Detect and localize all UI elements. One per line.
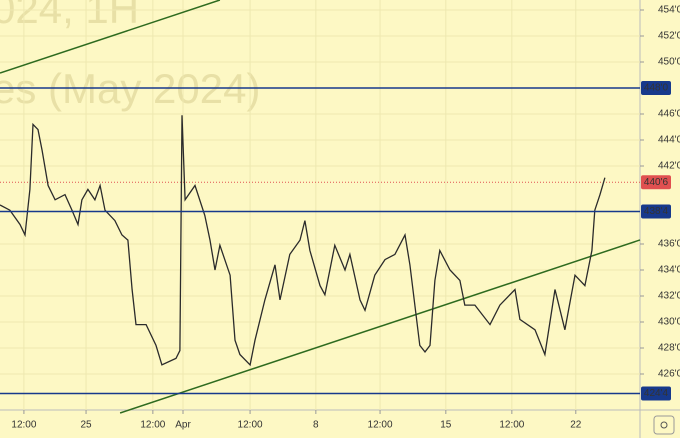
x-tick-label: 12:00 <box>499 420 524 431</box>
level-tag <box>641 81 671 96</box>
level-tag <box>641 386 671 401</box>
y-tick-label: 454'0 <box>658 5 680 16</box>
price-line <box>0 115 606 367</box>
y-tick-label: 444'0 <box>658 135 680 146</box>
current-price-tag <box>641 175 671 190</box>
settings-frame[interactable] <box>653 415 675 435</box>
y-tick-label: 430'0 <box>658 317 680 328</box>
current-price-label: 440'6 <box>644 177 669 188</box>
y-tick-label: 436'0 <box>658 239 680 250</box>
x-tick-label: 12:00 <box>238 420 263 431</box>
y-tick-label: 428'0 <box>658 343 680 354</box>
level-label: 438'4 <box>644 206 669 217</box>
x-tick-label: 12:00 <box>140 420 165 431</box>
x-tick-label: 22 <box>570 420 582 431</box>
level-tag <box>641 204 671 219</box>
y-tick-label: 426'0 <box>658 369 680 380</box>
x-tick-label: 15 <box>440 420 452 431</box>
y-tick-label: 452'0 <box>658 31 680 42</box>
level-label: 448'0 <box>644 83 669 94</box>
x-tick-label: 25 <box>80 420 92 431</box>
x-tick-label: 12:00 <box>368 420 393 431</box>
x-tick-label: Apr <box>175 420 191 431</box>
x-tick-label: 8 <box>313 420 319 431</box>
level-label: 424'4 <box>644 388 669 399</box>
y-tick-label: 432'0 <box>658 291 680 302</box>
y-tick-label: 434'0 <box>658 265 680 276</box>
settings-button[interactable] <box>653 415 675 435</box>
x-tick-label: 12:00 <box>11 420 36 431</box>
trend-line <box>0 0 221 74</box>
settings-icon[interactable] <box>660 421 668 429</box>
y-tick-label: 450'0 <box>658 57 680 68</box>
y-tick-label: 442'0 <box>658 161 680 172</box>
watermark-line: 024, 1H <box>0 0 139 32</box>
trend-line <box>119 239 641 414</box>
y-tick-label: 446'0 <box>658 109 680 120</box>
